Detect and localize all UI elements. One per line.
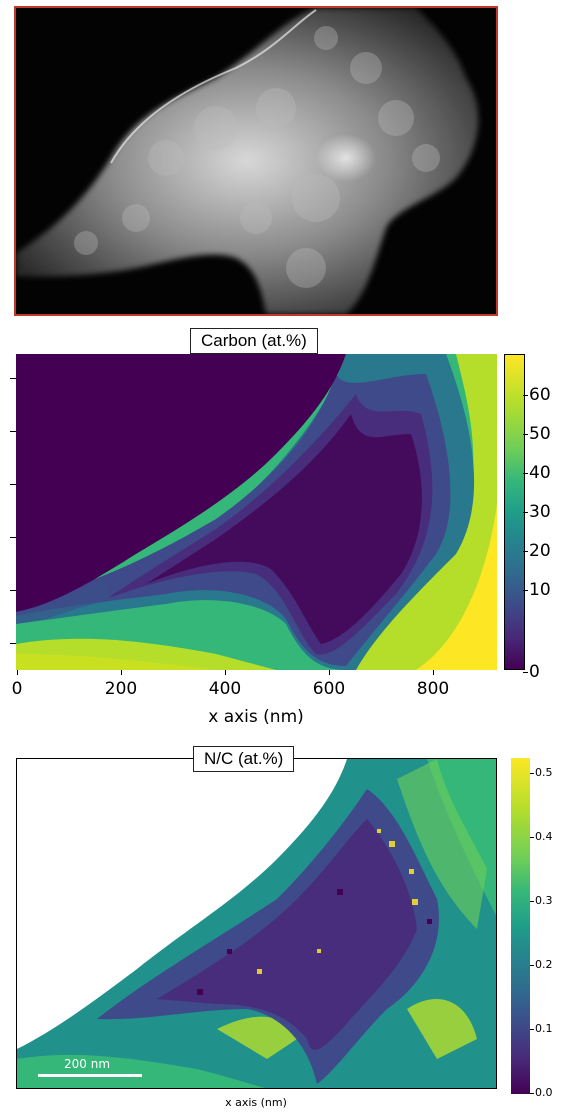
- carbon-x-tick-label: 400: [208, 679, 242, 699]
- nc-map-title: N/C (at.%): [193, 746, 295, 772]
- nc-map: [16, 758, 497, 1089]
- carbon-x-axis-label: x axis (nm): [208, 707, 304, 727]
- carbon-x-tick: [121, 670, 122, 675]
- carbon-cbar-tick: 20: [523, 541, 551, 561]
- carbon-x-tick: [17, 670, 18, 675]
- scale-bar-label: 200 nm: [64, 1057, 111, 1071]
- carbon-map-title: Carbon (at.%): [190, 328, 318, 354]
- carbon-x-tick-label: 600: [312, 679, 346, 699]
- carbon-x-tick-label: 0: [11, 679, 23, 699]
- carbon-cbar-tick: 30: [523, 502, 551, 522]
- tem-micrograph: [14, 6, 498, 316]
- scale-bar: [38, 1074, 142, 1077]
- carbon-heatmap: [16, 354, 497, 670]
- carbon-y-tick: [10, 537, 16, 538]
- carbon-y-tick: [10, 484, 16, 485]
- nc-cbar-tick: 0.3: [530, 894, 553, 907]
- particle-image: [16, 8, 496, 314]
- carbon-x-tick: [433, 670, 434, 675]
- carbon-cbar-tick: 50: [523, 424, 551, 444]
- carbon-x-tick: [329, 670, 330, 675]
- carbon-cbar-tick: 40: [523, 463, 551, 483]
- carbon-x-tick-label: 800: [416, 679, 450, 699]
- nc-colorbar: [511, 758, 530, 1094]
- nc-cbar-tick: 0.0: [530, 1086, 553, 1099]
- carbon-x-tick-label: 200: [104, 679, 138, 699]
- carbon-y-tick: [10, 643, 16, 644]
- nc-cbar-tick: 0.5: [530, 766, 553, 779]
- carbon-map: [16, 354, 497, 670]
- carbon-cbar-tick: 0: [523, 662, 540, 682]
- carbon-x-tick: [225, 670, 226, 675]
- nc-cbar-tick: 0.2: [530, 958, 553, 971]
- nc-x-axis-label: x axis (nm): [225, 1096, 287, 1109]
- carbon-cbar-tick: 10: [523, 580, 551, 600]
- nc-heatmap: [17, 759, 496, 1088]
- carbon-colorbar: [504, 354, 525, 670]
- carbon-cbar-tick: 60: [523, 385, 551, 405]
- carbon-y-tick: [10, 431, 16, 432]
- nc-cbar-tick: 0.4: [530, 830, 553, 843]
- carbon-y-tick: [10, 590, 16, 591]
- carbon-y-tick: [10, 378, 16, 379]
- nc-cbar-tick: 0.1: [530, 1022, 553, 1035]
